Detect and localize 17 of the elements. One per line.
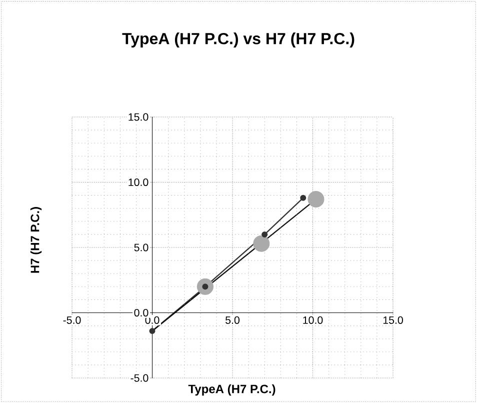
y-tick-label: 0.0 bbox=[134, 308, 148, 317]
chart-title: TypeA (H7 P.C.) vs H7 (H7 P.C.) bbox=[122, 32, 354, 48]
x-tick-label: 10.0 bbox=[303, 316, 323, 324]
y-axis-title: H7 (H7 P.C.) bbox=[30, 207, 42, 273]
y-tick-label: 5.0 bbox=[134, 244, 148, 252]
x-tick-label: 5.0 bbox=[226, 316, 240, 324]
y-tick-label: 15.0 bbox=[128, 113, 148, 121]
point bbox=[308, 190, 324, 208]
point bbox=[300, 194, 306, 201]
point bbox=[262, 231, 268, 238]
x-tick-label: -5.0 bbox=[63, 316, 81, 324]
x-axis-title: TypeA (H7 P.C.) bbox=[188, 384, 276, 396]
y-tick-label: -5.0 bbox=[130, 374, 148, 382]
point bbox=[253, 235, 270, 252]
y-tick-label: 10.0 bbox=[128, 178, 148, 186]
point bbox=[149, 328, 156, 334]
x-tick-label: 15.0 bbox=[383, 316, 403, 324]
